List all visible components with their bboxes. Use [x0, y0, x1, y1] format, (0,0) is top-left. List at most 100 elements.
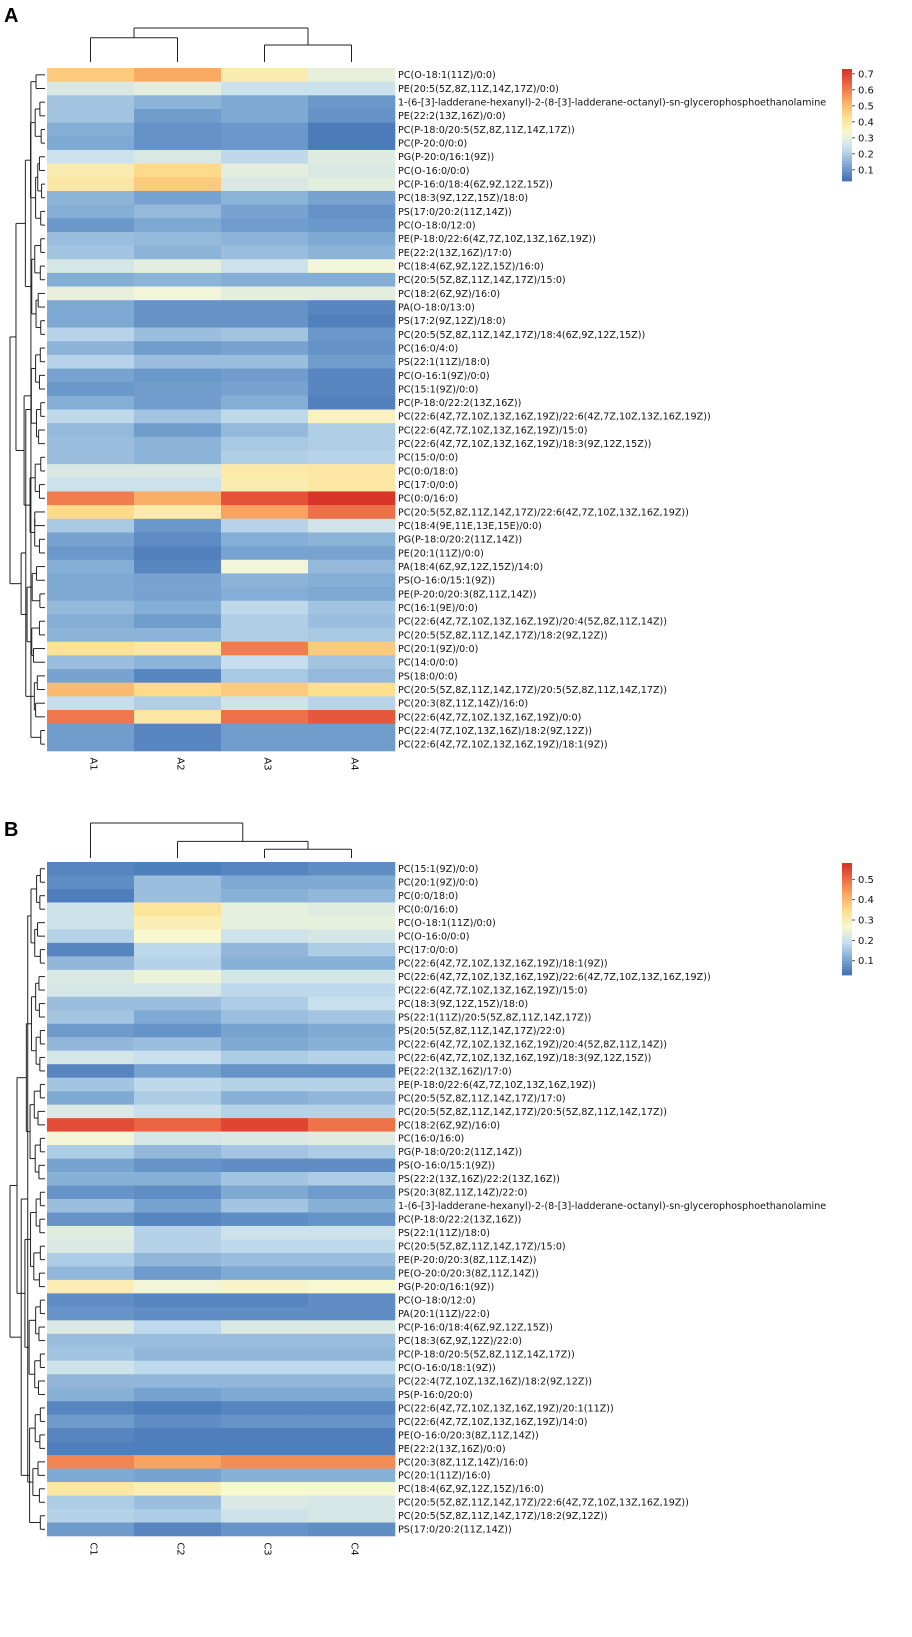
- heatmap-cell: [221, 1374, 309, 1389]
- heatmap-cell: [47, 888, 135, 903]
- heatmap-cell: [221, 1509, 309, 1523]
- row-label: PC(15:1(9Z)/0:0): [398, 384, 478, 395]
- heatmap-cell: [308, 915, 396, 930]
- row-label: PC(20:5(5Z,8Z,11Z,14Z,17Z)/22:6(4Z,7Z,10…: [398, 507, 689, 518]
- heatmap-cell: [47, 341, 135, 356]
- heatmap-cell: [308, 136, 396, 151]
- heatmap-cell: [134, 245, 222, 260]
- heatmap-cell: [47, 464, 135, 479]
- heatmap-cell: [221, 915, 309, 930]
- row-label: PS(17:0/20:2(11Z,14Z)): [398, 207, 512, 218]
- heatmap-cell: [221, 942, 309, 957]
- heatmap-cell: [47, 1279, 135, 1294]
- heatmap-cell: [47, 532, 135, 547]
- row-label: PC(18:2(6Z,9Z)/16:0): [398, 1120, 500, 1131]
- legend-swatch: [842, 74, 852, 78]
- heatmap-cell: [308, 1441, 396, 1456]
- row-label: PC(22:4(7Z,10Z,13Z,16Z)/18:2(9Z,12Z)): [398, 1376, 592, 1387]
- legend-swatch: [842, 907, 852, 911]
- heatmap-cell: [134, 1347, 222, 1362]
- row-label: PC(20:3(8Z,11Z,14Z)/16:0): [398, 699, 528, 710]
- heatmap-cells-b: [47, 862, 396, 1537]
- heatmap-cell: [308, 996, 396, 1011]
- row-label: PE(P-20:0/20:3(8Z,11Z,14Z)): [398, 1255, 537, 1266]
- heatmap-cell: [308, 1455, 396, 1469]
- heatmap-cell: [308, 1374, 396, 1389]
- heatmap-cell: [134, 177, 222, 192]
- heatmap-cell: [134, 696, 222, 711]
- row-label: PC(22:6(4Z,7Z,10Z,13Z,16Z,19Z)/20:4(5Z,8…: [398, 617, 667, 628]
- heatmap-cell: [47, 313, 135, 328]
- heatmap-cell: [134, 95, 222, 110]
- legend-swatch: [842, 938, 852, 942]
- heatmap-cell: [308, 587, 396, 602]
- heatmap-cell: [221, 518, 309, 533]
- heatmap-cell: [308, 628, 396, 643]
- heatmap-cell: [308, 1064, 396, 1078]
- heatmap-cell: [221, 1172, 309, 1186]
- heatmap-cell: [134, 628, 222, 643]
- legend-swatch: [842, 952, 852, 956]
- heatmap-cell: [221, 1468, 309, 1483]
- legend-swatch: [842, 119, 852, 123]
- heatmap-cell: [134, 862, 222, 876]
- heatmap-cell: [47, 1158, 135, 1173]
- heatmap-cell: [221, 1064, 309, 1078]
- row-label: PC(18:4(6Z,9Z,12Z,15Z)/16:0): [398, 1484, 544, 1495]
- heatmap-cell: [308, 177, 396, 192]
- column-label: C4: [349, 1542, 360, 1555]
- row-label: PE(22:2(13Z,16Z)/17:0): [398, 1066, 512, 1077]
- heatmap-cell: [47, 956, 135, 971]
- heatmap-cell: [47, 190, 135, 205]
- heatmap-cell: [47, 915, 135, 930]
- heatmap-cell: [221, 737, 309, 752]
- heatmap-cell: [308, 259, 396, 274]
- row-label: PS(17:2(9Z,12Z)/18:0): [398, 316, 506, 327]
- heatmap-cell: [221, 628, 309, 643]
- heatmap-cell: [308, 95, 396, 110]
- row-label: PS(P-16:0/20:0): [398, 1390, 473, 1401]
- heatmap-cell: [47, 1252, 135, 1267]
- heatmap-cell: [221, 81, 309, 96]
- legend-swatch: [842, 961, 852, 965]
- heatmap-cell: [308, 614, 396, 629]
- heatmap-cell: [47, 1225, 135, 1240]
- heatmap-cell: [134, 1482, 222, 1496]
- heatmap-cell: [134, 983, 222, 998]
- heatmap-cell: [47, 395, 135, 410]
- row-label: PS(20:5(5Z,8Z,11Z,14Z,17Z)/22:0): [398, 1026, 565, 1037]
- heatmap-cell: [221, 1212, 309, 1227]
- legend-swatch: [842, 99, 852, 103]
- heatmap-cell: [221, 956, 309, 971]
- heatmap-cell: [47, 1118, 135, 1132]
- heatmap-cell: [134, 300, 222, 315]
- heatmap-cell: [308, 409, 396, 424]
- legend-swatch: [842, 80, 852, 84]
- heatmap-cell: [221, 1252, 309, 1267]
- legend-swatch: [842, 85, 852, 89]
- row-label: PC(22:6(4Z,7Z,10Z,13Z,16Z,19Z)/18:1(9Z)): [398, 740, 608, 751]
- heatmap-cell: [47, 1468, 135, 1483]
- heatmap-cell: [47, 1347, 135, 1362]
- heatmap-cell: [308, 1145, 396, 1159]
- heatmap-cell: [134, 546, 222, 561]
- legend-swatch: [842, 910, 852, 914]
- heatmap-cell: [134, 1414, 222, 1429]
- heatmap-cell: [221, 108, 309, 123]
- legend-tick-label: 0.1: [858, 165, 874, 176]
- heatmap-cell: [47, 1104, 135, 1119]
- heatmap-cell: [308, 600, 396, 615]
- heatmap-cell: [134, 354, 222, 369]
- heatmap-cell: [47, 969, 135, 984]
- column-label: A1: [88, 757, 99, 770]
- heatmap-cell: [134, 190, 222, 205]
- heatmap-cell: [47, 177, 135, 192]
- heatmap-cell: [47, 1482, 135, 1496]
- legend-swatch: [842, 144, 852, 148]
- heatmap-cell: [308, 450, 396, 465]
- heatmap-cell: [308, 559, 396, 574]
- heatmap-cell: [134, 272, 222, 287]
- heatmap-cell: [221, 409, 309, 424]
- heatmap-cell: [221, 614, 309, 629]
- heatmap-cell: [47, 505, 135, 520]
